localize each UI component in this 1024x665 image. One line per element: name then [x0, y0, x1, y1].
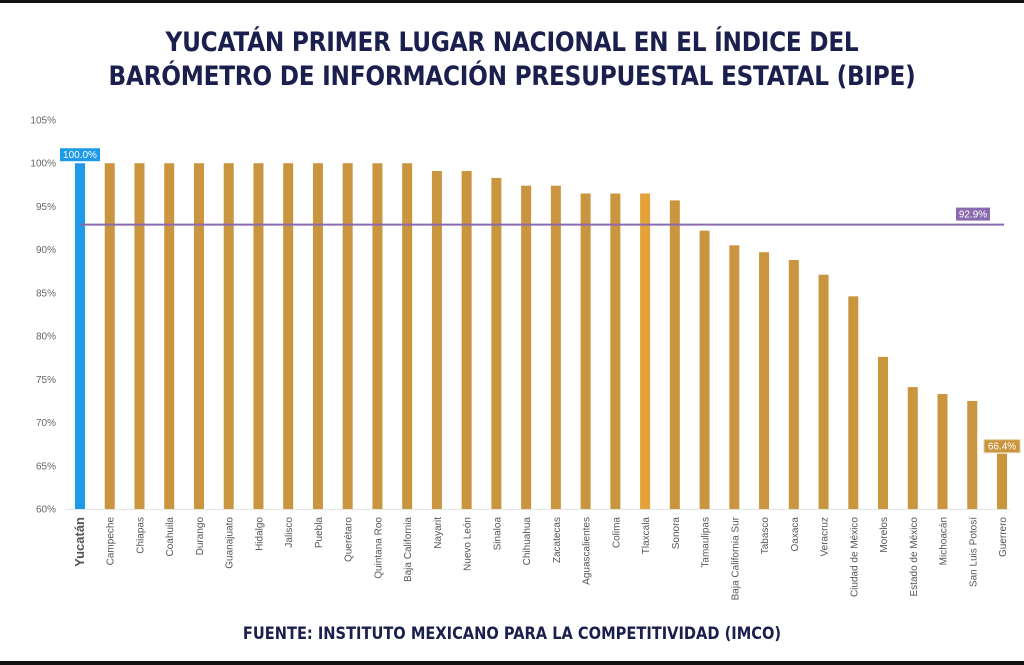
- x-tick-label: Quintana Roo: [373, 517, 384, 579]
- x-tick-label: Baja California Sur: [730, 516, 741, 600]
- x-tick-label: Baja California: [403, 517, 414, 582]
- source-note: FUENTE: INSTITUTO MEXICANO PARA LA COMPE…: [242, 624, 782, 644]
- bar: [312, 163, 323, 509]
- x-tick-label: Sinaloa: [492, 517, 503, 551]
- bar: [521, 185, 532, 509]
- bar: [253, 163, 264, 509]
- x-tick-label: Sonora: [671, 517, 682, 550]
- bar: [967, 400, 978, 509]
- y-tick-label: 90%: [36, 245, 56, 256]
- bar: [997, 453, 1007, 509]
- x-tick-label: Puebla: [314, 517, 325, 549]
- bar: [134, 163, 145, 509]
- bar: [461, 171, 472, 509]
- top-border: [0, 0, 1024, 3]
- bar: [610, 193, 621, 509]
- average-label-bg: [956, 207, 990, 221]
- x-tick-label: Chihuahua: [522, 517, 533, 566]
- annotations: 92.9% 100.0% 66.4%: [60, 148, 1021, 454]
- bar: [878, 356, 889, 509]
- x-tick-label: Durango: [195, 517, 206, 556]
- x-tick-label: Nuevo León: [463, 517, 474, 571]
- y-tick-label: 105%: [30, 116, 56, 127]
- bottom-border: [0, 661, 1024, 665]
- bar: [402, 163, 413, 509]
- x-tick-label: Estado de México: [909, 517, 920, 597]
- bar: [164, 163, 175, 509]
- x-tick-label: Jalisco: [284, 517, 295, 548]
- x-tick-label: Nayarit: [433, 517, 444, 549]
- x-tick-label: Querétaro: [344, 517, 355, 562]
- bar: [550, 185, 561, 509]
- x-tick-label: Tabasco: [760, 517, 771, 555]
- x-tick-label: San Luis Potosí: [968, 517, 979, 587]
- title-line-2: BARÓMETRO DE INFORMACIÓN PRESUPUESTAL ES…: [108, 61, 916, 92]
- bar: [788, 260, 799, 509]
- x-tick-label: Michoacán: [939, 517, 950, 565]
- x-tick-label: Aguascalientes: [582, 517, 593, 585]
- y-axis: 60% 65% 70% 75% 80% 85% 90% 95% 100% 105%: [30, 116, 1010, 516]
- average-label: 92.9%: [959, 210, 987, 221]
- bar: [937, 394, 948, 509]
- x-tick-label: Ciudad de México: [849, 517, 860, 597]
- x-tick-label: Veracruz: [820, 517, 831, 556]
- title-line-1: YUCATÁN PRIMER LUGAR NACIONAL EN EL ÍNDI…: [165, 27, 859, 58]
- bar: [818, 274, 829, 509]
- bar: [283, 163, 294, 509]
- x-tick-label: Colima: [611, 517, 622, 549]
- bar: [491, 177, 502, 509]
- bar: [669, 200, 680, 510]
- bar: [848, 296, 859, 509]
- y-tick-label: 60%: [36, 505, 56, 516]
- x-axis-labels: Yucatán Campeche Chiapas Coahuila Durango Gua…: [72, 516, 1009, 600]
- bar: [431, 171, 442, 509]
- y-tick-label: 65%: [36, 461, 56, 472]
- x-tick-label: Tlaxcala: [641, 517, 652, 555]
- x-tick-label: Hidalgo: [254, 517, 265, 551]
- bar: [223, 163, 234, 509]
- x-tick-label: Guanajuato: [225, 517, 236, 569]
- y-tick-label: 80%: [36, 332, 56, 343]
- min-label-bg: [983, 439, 1021, 454]
- bars: [75, 163, 1007, 510]
- x-tick-label: Oaxaca: [790, 517, 801, 552]
- bar: [640, 193, 651, 509]
- page-title: YUCATÁN PRIMER LUGAR NACIONAL EN EL ÍNDI…: [72, 26, 953, 94]
- bar: [907, 387, 918, 509]
- bar: [342, 163, 353, 509]
- highlight-label: 100.0%: [63, 150, 97, 161]
- bar: [75, 163, 85, 509]
- x-tick-label: Tamaulipas: [701, 517, 712, 568]
- bar: [729, 245, 740, 509]
- x-tick-label: Coahuila: [165, 517, 176, 557]
- bar: [104, 163, 115, 509]
- x-tick-label: Guerrero: [998, 517, 1009, 557]
- x-tick-label: Yucatán: [72, 517, 87, 567]
- x-tick-label: Morelos: [879, 517, 890, 553]
- highlight-label-bg: [60, 148, 100, 162]
- bar: [193, 163, 204, 509]
- y-tick-label: 100%: [30, 159, 56, 170]
- y-tick-label: 95%: [36, 202, 56, 213]
- bar: [699, 230, 710, 509]
- x-tick-label: Zacatecas: [552, 517, 563, 563]
- y-tick-label: 70%: [36, 418, 56, 429]
- bar: [580, 193, 591, 509]
- y-tick-label: 75%: [36, 375, 56, 386]
- min-label: 66.4%: [988, 442, 1016, 453]
- bar: [372, 163, 383, 509]
- x-tick-label: Chiapas: [135, 517, 146, 554]
- y-tick-label: 85%: [36, 288, 56, 299]
- x-tick-label: Campeche: [106, 517, 117, 566]
- bar: [759, 252, 770, 509]
